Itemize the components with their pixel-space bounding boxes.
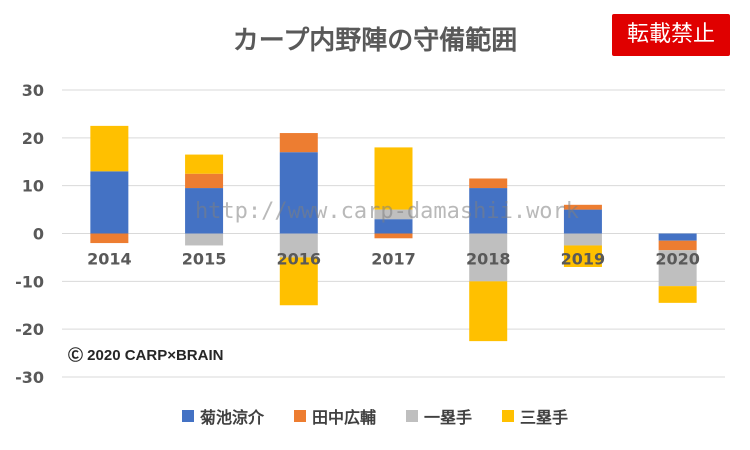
- bar-segment: [185, 173, 224, 189]
- bar-segment: [279, 257, 318, 306]
- legend-swatch: [502, 410, 515, 422]
- watermark-text: http://www.carp-damashii.work: [195, 199, 579, 224]
- legend-item: 田中広輔: [293, 404, 376, 428]
- bar-segment: [469, 188, 508, 234]
- bar-segment: [469, 178, 508, 189]
- legend-swatch: [293, 410, 306, 422]
- legend-label: 菊池涼介: [199, 408, 264, 427]
- x-tick-label: 2017: [371, 250, 416, 269]
- x-tick-label: 2014: [87, 250, 132, 269]
- no-reprint-badge: 転載禁止: [612, 14, 730, 56]
- legend-label: 一塁手: [424, 408, 473, 427]
- x-tick-label: 2019: [561, 250, 606, 269]
- bar-segment: [658, 286, 697, 303]
- y-tick-label: 30: [22, 81, 44, 100]
- bar-segment: [374, 219, 413, 234]
- x-tick-label: 2018: [466, 250, 511, 269]
- y-tick-label: 0: [33, 225, 44, 244]
- bar-segment: [374, 147, 413, 210]
- bar-segment: [469, 281, 508, 342]
- chart-title: カープ内野陣の守備範囲: [232, 26, 518, 56]
- bar-segment: [469, 233, 508, 282]
- legend-item: 一塁手: [406, 404, 472, 428]
- y-tick-label: -30: [15, 368, 44, 387]
- bar-segment: [563, 233, 602, 246]
- bar-segment: [563, 204, 602, 210]
- bar-segment: [279, 133, 318, 153]
- bar-segment: [90, 233, 129, 244]
- bar-segment: [374, 233, 413, 239]
- y-tick-label: 20: [22, 129, 44, 148]
- bar-segment: [658, 240, 697, 251]
- chart-legend: 菊池涼介 田中広輔 一塁手 三塁手: [0, 404, 750, 428]
- bar-segment: [90, 171, 129, 234]
- x-tick-label: 2020: [655, 250, 700, 269]
- bar-segment: [90, 125, 129, 172]
- x-tick-label: 2015: [182, 250, 227, 269]
- legend-item: 菊池涼介: [181, 404, 264, 428]
- legend-item: 三塁手: [502, 404, 568, 428]
- bar-segment: [563, 209, 602, 234]
- x-tick-label: 2016: [277, 250, 322, 269]
- bar-segment: [185, 233, 224, 246]
- legend-label: 田中広輔: [311, 408, 376, 427]
- legend-swatch: [181, 410, 194, 422]
- copyright-text: Ⓒ 2020 CARP×BRAIN: [68, 346, 223, 364]
- bar-segment: [658, 233, 697, 241]
- legend-swatch: [406, 410, 418, 422]
- bar-segment: [658, 250, 697, 287]
- y-tick-label: -20: [15, 320, 44, 339]
- bar-segment: [374, 209, 413, 220]
- bar-segment: [279, 152, 318, 234]
- bar-segment: [185, 154, 224, 174]
- y-tick-label: -10: [15, 272, 44, 291]
- bar-segment: [185, 188, 224, 234]
- legend-label: 三塁手: [520, 408, 569, 427]
- bar-segment: [563, 245, 602, 267]
- bar-segment: [279, 233, 318, 258]
- y-tick-label: 10: [22, 177, 44, 196]
